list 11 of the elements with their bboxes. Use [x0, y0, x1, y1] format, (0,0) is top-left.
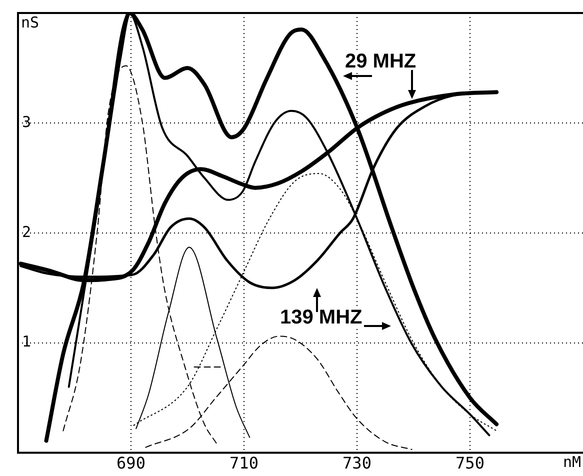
- y-tick-label: 1: [22, 332, 32, 351]
- x-axis-title: nM: [562, 453, 581, 472]
- x-tick-label: 710: [230, 454, 258, 473]
- y-tick-label: 2: [22, 222, 32, 241]
- x-tick-label: 690: [116, 454, 146, 473]
- x-tick-label: 750: [456, 454, 484, 473]
- y-axis-title: nS: [21, 13, 40, 32]
- x-tick-label: 730: [342, 454, 372, 473]
- y-tick-label: 3: [22, 112, 32, 131]
- annotation: 139 MHZ: [280, 306, 362, 329]
- annotation: 29 MHZ: [345, 50, 416, 73]
